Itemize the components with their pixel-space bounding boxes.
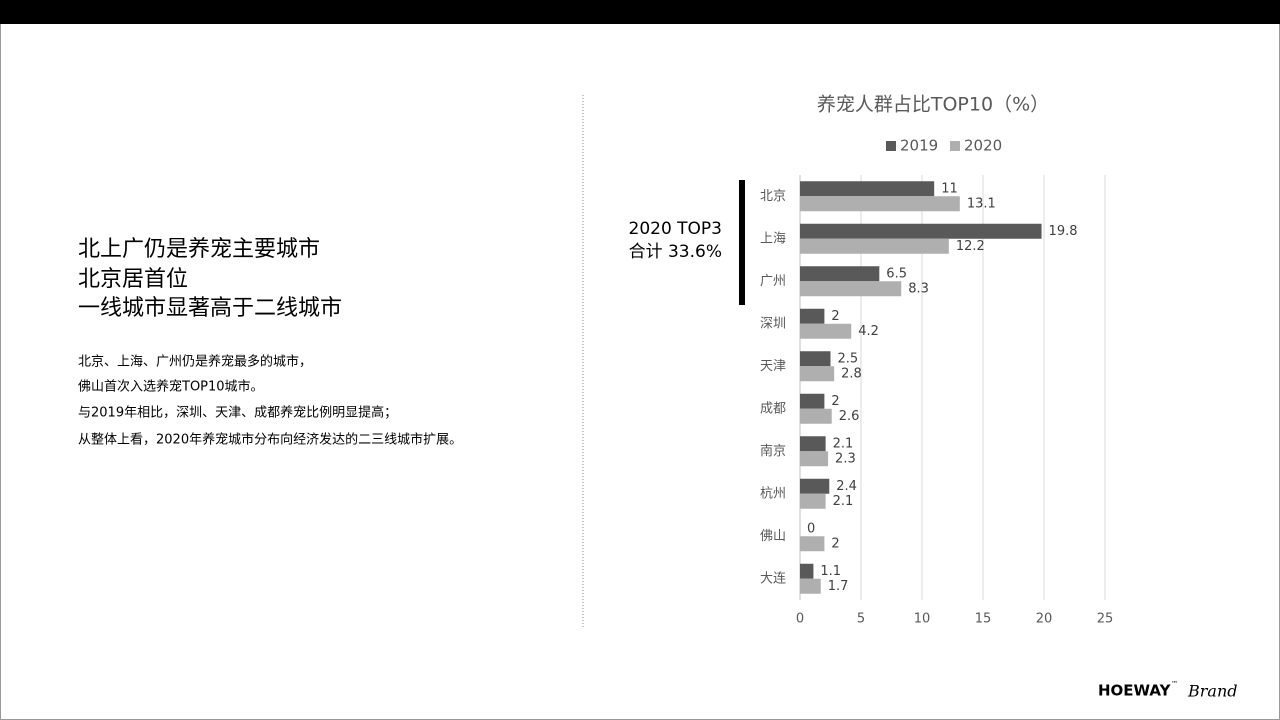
- top-bar: [0, 0, 1280, 24]
- y-tick-label: 佛山: [760, 529, 786, 544]
- chart-title: 养宠人群占比TOP10（%）: [817, 94, 1049, 116]
- bar: [800, 408, 832, 424]
- x-tick-label: 0: [796, 612, 804, 627]
- value-label: 2.4: [836, 479, 857, 494]
- y-tick-label: 杭州: [760, 486, 786, 501]
- x-tick-label: 20: [1036, 612, 1053, 627]
- value-label: 1.1: [820, 564, 841, 579]
- annotation: 合计 33.6%: [629, 242, 722, 262]
- bar: [800, 436, 826, 452]
- value-label: 2.6: [839, 409, 860, 424]
- legend-label: 2020: [964, 137, 1002, 155]
- value-label: 2.5: [838, 351, 859, 366]
- y-tick-label: 广州: [760, 274, 786, 289]
- y-tick-label: 大连: [760, 570, 786, 586]
- y-tick-label: 南京: [760, 443, 786, 459]
- bar: [800, 578, 821, 594]
- bar: [800, 493, 826, 509]
- value-label: 13.1: [967, 196, 996, 211]
- x-tick-label: 5: [857, 612, 865, 627]
- logo-mark: ™: [1171, 680, 1178, 688]
- body-line: 佛山首次入选养宠TOP10城市。: [78, 379, 264, 395]
- bar: [800, 223, 1042, 239]
- bar: [800, 393, 825, 409]
- value-label: 2.1: [833, 494, 854, 509]
- bar: [800, 366, 835, 382]
- heading-line: 北上广仍是养宠主要城市: [78, 237, 320, 262]
- value-label: 2: [831, 309, 839, 324]
- bar: [800, 181, 935, 197]
- y-tick-label: 深圳: [760, 316, 786, 331]
- value-label: 8.3: [908, 281, 929, 296]
- value-label: 12.2: [956, 239, 985, 254]
- body-line: 与2019年相比，深圳、天津、成都养宠比例明显提高；: [78, 405, 397, 421]
- value-label: 11: [941, 181, 958, 196]
- x-tick-label: 25: [1097, 612, 1114, 627]
- legend-swatch: [886, 141, 896, 151]
- value-label: 2.1: [833, 436, 854, 451]
- bar: [800, 451, 829, 467]
- bar: [800, 308, 825, 324]
- value-label: 2.3: [835, 451, 856, 466]
- bar: [800, 281, 902, 297]
- value-label: 2.8: [841, 366, 862, 381]
- logo-script: Brand: [1187, 682, 1238, 701]
- value-label: 0: [807, 521, 815, 536]
- y-tick-label: 成都: [760, 401, 786, 416]
- body-line: 北京、上海、广州仍是养宠最多的城市，: [78, 354, 312, 370]
- value-label: 6.5: [886, 266, 907, 281]
- bar: [800, 238, 949, 254]
- bar: [800, 536, 825, 552]
- bar: [800, 351, 831, 367]
- value-label: 19.8: [1049, 224, 1078, 239]
- heading-line: 一线城市显著高于二线城市: [78, 296, 342, 321]
- value-label: 1.7: [828, 579, 849, 594]
- legend-label: 2019: [900, 137, 938, 155]
- bar: [800, 266, 880, 282]
- x-tick-label: 10: [914, 612, 931, 627]
- bar: [800, 323, 852, 339]
- y-tick-label: 上海: [760, 231, 786, 246]
- y-tick-label: 北京: [760, 189, 786, 204]
- value-label: 4.2: [858, 324, 879, 339]
- value-label: 2: [831, 394, 839, 409]
- x-tick-label: 15: [975, 612, 992, 627]
- body-line: 从整体上看，2020年养宠城市分布向经济发达的二三线城市扩展。: [78, 432, 462, 448]
- y-tick-label: 天津: [760, 359, 786, 374]
- annotation-bar: [739, 180, 745, 305]
- bar: [800, 196, 960, 212]
- annotation: 2020 TOP3: [629, 219, 723, 239]
- legend-swatch: [950, 141, 960, 151]
- heading-line: 北京居首位: [78, 267, 188, 292]
- value-label: 2: [831, 536, 839, 551]
- logo: HOEWAY: [1098, 682, 1172, 700]
- bar: [800, 563, 814, 579]
- bar: [800, 478, 830, 494]
